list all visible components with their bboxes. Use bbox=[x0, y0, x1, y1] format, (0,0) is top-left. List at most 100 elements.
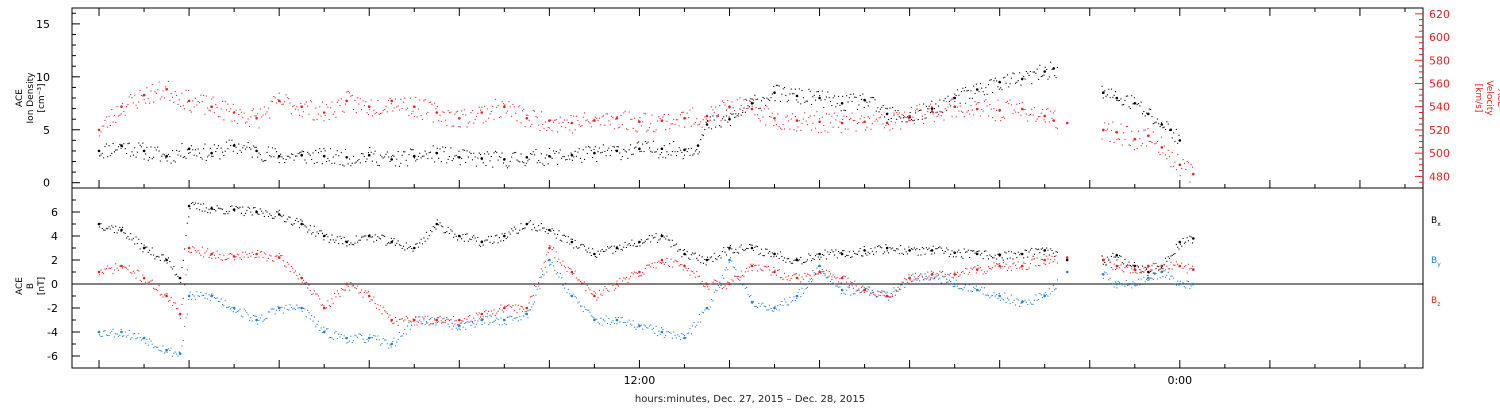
density-point bbox=[174, 161, 176, 163]
bx-point bbox=[396, 242, 398, 244]
bz-point bbox=[870, 293, 872, 295]
velocity-point bbox=[1105, 129, 1107, 131]
bz-point bbox=[227, 257, 229, 259]
velocity-point bbox=[617, 127, 619, 129]
density-point bbox=[558, 152, 560, 154]
bx-point bbox=[435, 222, 439, 226]
bz-point bbox=[543, 262, 545, 264]
by-point bbox=[983, 287, 985, 289]
velocity-point bbox=[465, 114, 467, 116]
density-point bbox=[235, 146, 237, 148]
bz-point bbox=[174, 302, 176, 304]
bx-point bbox=[913, 247, 915, 249]
density-point bbox=[1124, 99, 1126, 101]
density-point bbox=[713, 119, 715, 121]
by-point bbox=[294, 309, 296, 311]
velocity-point bbox=[188, 90, 190, 92]
velocity-point bbox=[371, 115, 373, 117]
by-point bbox=[986, 294, 988, 296]
by-point bbox=[204, 297, 206, 299]
bx-point bbox=[915, 249, 917, 251]
velocity-point bbox=[897, 114, 899, 116]
density-point bbox=[757, 98, 759, 100]
density-point bbox=[250, 148, 252, 150]
density-point bbox=[210, 151, 213, 155]
velocity-point bbox=[461, 110, 463, 112]
by-point bbox=[585, 308, 587, 310]
velocity-point bbox=[767, 108, 769, 110]
bz-point bbox=[1047, 258, 1049, 260]
bx-point bbox=[296, 217, 298, 219]
bx-point bbox=[294, 219, 296, 221]
density-point bbox=[316, 162, 318, 164]
bz-point bbox=[1044, 263, 1046, 265]
density-point bbox=[1031, 83, 1033, 85]
velocity-point bbox=[821, 116, 823, 118]
bx-point bbox=[288, 216, 290, 218]
by-point bbox=[353, 340, 355, 342]
by-point bbox=[757, 306, 759, 308]
bz-point bbox=[1135, 271, 1137, 273]
by-point bbox=[319, 329, 321, 331]
velocity-point bbox=[1158, 151, 1160, 153]
bz-point bbox=[1137, 266, 1139, 268]
density-point bbox=[913, 119, 915, 121]
by-point bbox=[100, 336, 102, 338]
bx-point bbox=[398, 244, 400, 246]
bz-point bbox=[525, 306, 529, 310]
bz-point bbox=[336, 290, 338, 292]
velocity-point bbox=[794, 116, 796, 118]
velocity-point bbox=[540, 111, 542, 113]
velocity-point bbox=[1012, 113, 1014, 115]
by-point bbox=[173, 352, 175, 354]
by-point bbox=[900, 288, 902, 290]
velocity-point bbox=[388, 99, 390, 101]
density-point bbox=[232, 144, 236, 147]
bx-point bbox=[1031, 247, 1033, 249]
by-point bbox=[132, 333, 134, 335]
by-point bbox=[1043, 294, 1046, 298]
bx-point bbox=[339, 235, 341, 237]
bz-point bbox=[874, 294, 876, 296]
by-point bbox=[582, 311, 584, 313]
bx-point bbox=[1150, 271, 1152, 273]
by-point bbox=[696, 324, 698, 326]
bz-point bbox=[127, 269, 129, 271]
velocity-point bbox=[559, 116, 561, 118]
bz-point bbox=[802, 278, 804, 280]
by-point bbox=[836, 285, 838, 287]
bx-point bbox=[686, 251, 688, 253]
by-point bbox=[405, 333, 407, 335]
bz-point bbox=[384, 310, 386, 312]
by-point bbox=[309, 318, 311, 320]
density-point bbox=[727, 121, 729, 123]
by-point bbox=[1021, 299, 1023, 301]
density-point bbox=[1025, 70, 1027, 72]
bz-point bbox=[998, 263, 1000, 265]
density-point bbox=[435, 151, 439, 155]
bz-point bbox=[170, 297, 172, 299]
velocity-point bbox=[1162, 152, 1164, 154]
velocity-point bbox=[781, 128, 783, 130]
bx-point bbox=[767, 252, 769, 254]
density-point bbox=[752, 102, 754, 104]
bz-point bbox=[290, 265, 292, 267]
bx-point bbox=[328, 241, 330, 243]
bx-point bbox=[151, 247, 153, 249]
by-point bbox=[1125, 280, 1127, 282]
bx-point bbox=[346, 245, 348, 247]
bx-point bbox=[1048, 254, 1050, 256]
bx-point bbox=[190, 202, 192, 204]
velocity-point bbox=[1039, 116, 1041, 118]
bz-point bbox=[927, 277, 929, 279]
bx-point bbox=[430, 229, 432, 231]
velocity-point bbox=[530, 125, 532, 127]
bz-point bbox=[586, 284, 588, 286]
density-point bbox=[682, 158, 684, 160]
bx-point bbox=[377, 236, 379, 238]
velocity-point bbox=[155, 92, 157, 94]
velocity-point bbox=[436, 106, 438, 108]
by-point bbox=[423, 319, 425, 321]
bx-point bbox=[795, 258, 799, 262]
by-point bbox=[332, 338, 334, 340]
